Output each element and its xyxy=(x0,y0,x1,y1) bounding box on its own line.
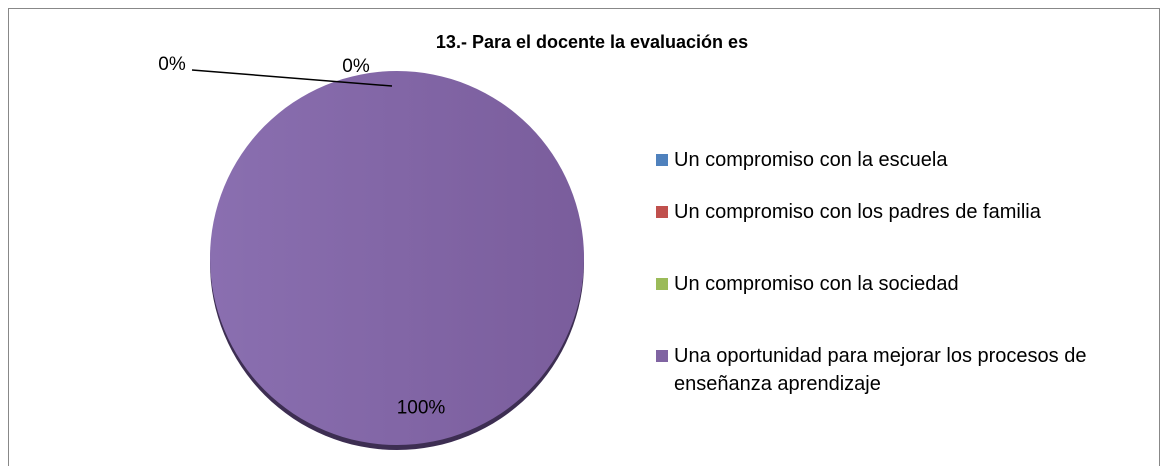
legend-item: Un compromiso con los padres de familia xyxy=(656,198,1156,226)
legend-swatch xyxy=(656,278,668,290)
legend-item: Una oportunidad para mejorar los proceso… xyxy=(656,342,1156,398)
chart-title: 13.- Para el docente la evaluación es xyxy=(436,32,748,52)
frame xyxy=(8,8,1160,466)
pie-slice xyxy=(210,71,584,445)
leader-line xyxy=(191,69,393,87)
legend-swatch xyxy=(656,154,668,166)
data-label: 0% xyxy=(158,54,186,75)
legend-label: Un compromiso con los padres de familia xyxy=(674,201,1041,223)
legend-swatch xyxy=(656,350,668,362)
legend-swatch xyxy=(656,206,668,218)
legend-item: Un compromiso con la escuela xyxy=(656,146,1156,174)
data-label: 0% xyxy=(342,56,370,77)
legend-label: Un compromiso con la escuela xyxy=(674,149,948,171)
legend-item: Un compromiso con la sociedad xyxy=(656,270,1156,298)
legend-label: Una oportunidad para mejorar los proceso… xyxy=(674,345,1087,395)
legend-label: Un compromiso con la sociedad xyxy=(674,273,959,295)
data-label: 100% xyxy=(397,398,446,419)
